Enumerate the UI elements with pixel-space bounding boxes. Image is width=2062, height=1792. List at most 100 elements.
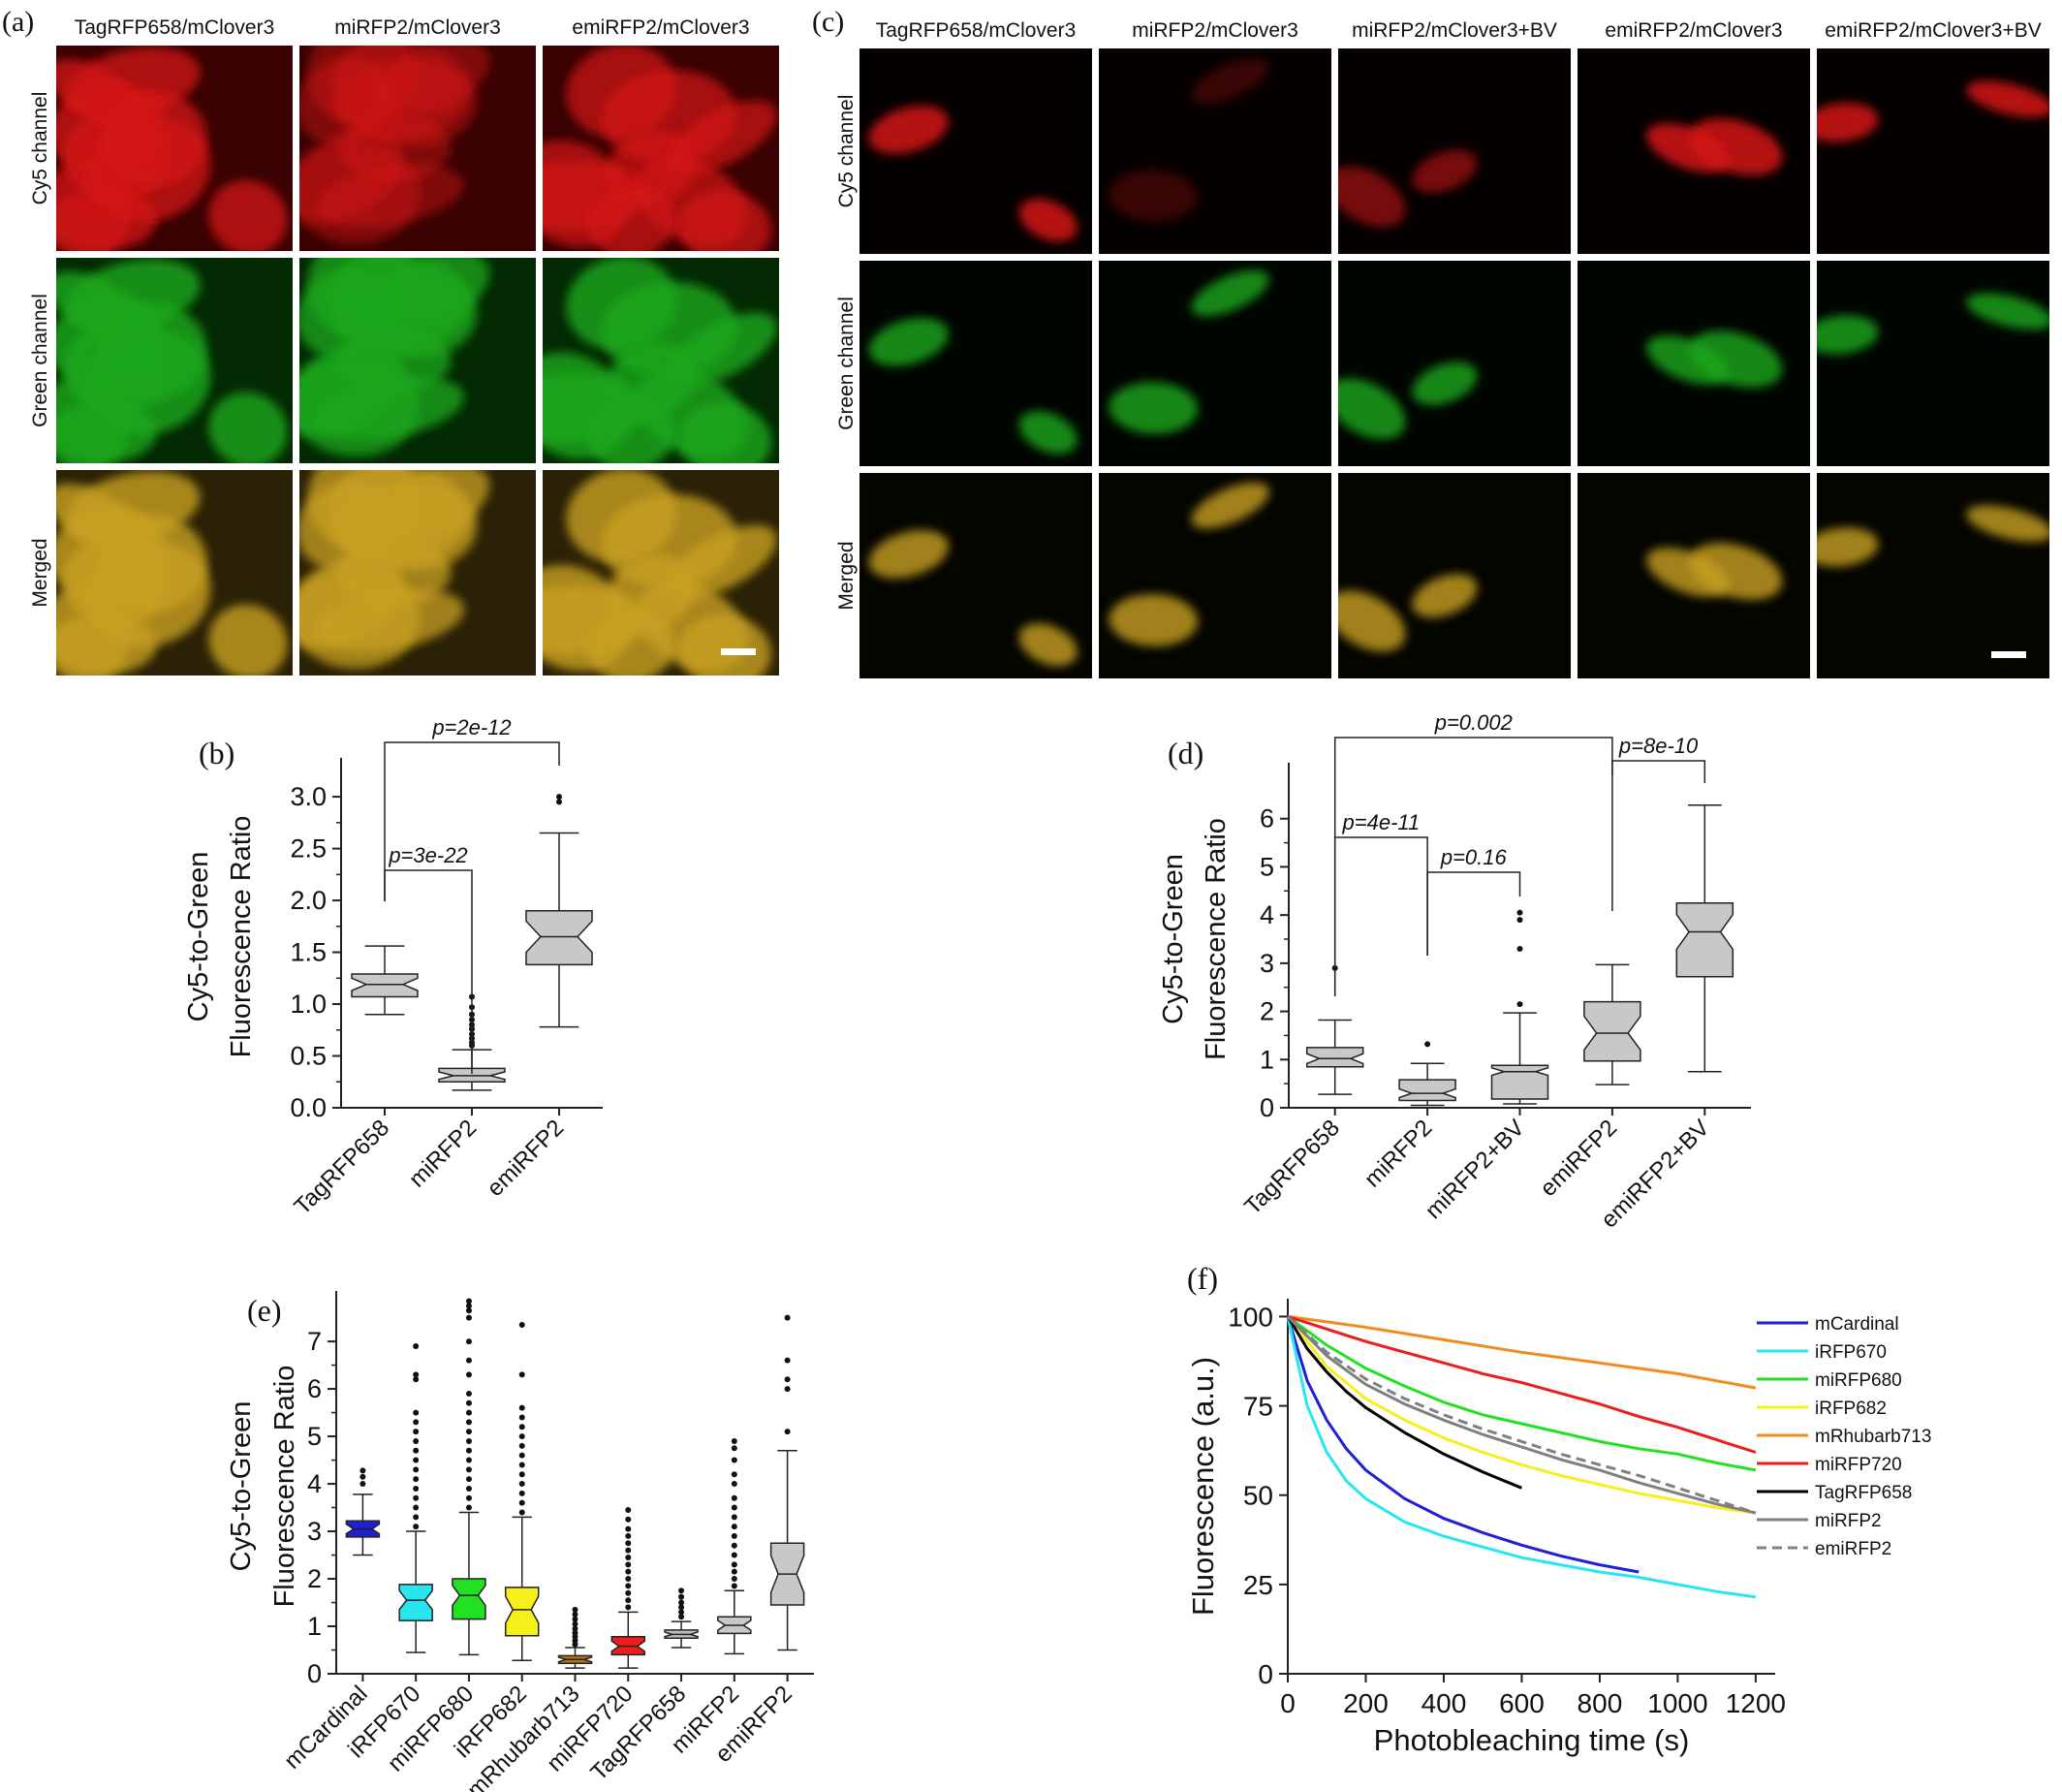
- cells: [868, 106, 1078, 242]
- cell-blob: [1646, 335, 1730, 385]
- outlier: [1516, 909, 1523, 916]
- outlier: [465, 1457, 472, 1463]
- outlier: [731, 1568, 737, 1575]
- cells: [1817, 80, 2049, 142]
- outlier: [731, 1542, 737, 1549]
- y-tick-label: 0: [1258, 1659, 1273, 1689]
- outlier: [556, 799, 562, 805]
- p-value-label: p=0.002: [1434, 710, 1513, 735]
- micrograph-tile: [1099, 261, 1331, 466]
- outlier: [625, 1554, 632, 1560]
- y-tick-label: 6: [307, 1374, 322, 1403]
- cells: [1338, 149, 1478, 228]
- cells: [1817, 505, 2049, 567]
- y-tick-label: 1.0: [290, 990, 327, 1019]
- x-tick-label: miRFP2: [404, 1115, 482, 1192]
- cell-blob: [1412, 574, 1478, 618]
- outlier: [518, 1424, 525, 1430]
- outlier: [465, 1494, 472, 1501]
- box: [1490, 1064, 1549, 1100]
- y-tick-label: 2.5: [290, 834, 327, 864]
- panel-c-micrographs: (c) TagRFP658/mClover3 miRFP2/mClover3 miRF…: [812, 6, 2049, 678]
- outlier: [465, 1303, 472, 1309]
- outlier: [731, 1552, 737, 1558]
- cell-blob: [1412, 149, 1478, 194]
- y-tick-label: 3.0: [290, 782, 327, 811]
- significance-bracket: p=3e-22: [384, 843, 473, 1074]
- cells: [1646, 543, 1783, 600]
- series-line-miRFP680: [1287, 1315, 1757, 1472]
- series-line-TagRFP658: [1286, 1315, 1522, 1490]
- outlier: [731, 1457, 737, 1463]
- outlier: [465, 1466, 472, 1473]
- y-axis-title: Fluorescence (a.u.): [1186, 1357, 1220, 1616]
- outlier: [465, 1437, 472, 1444]
- box-TagRFP658: [664, 1588, 699, 1649]
- cell-blob: [208, 392, 288, 463]
- cell-blob: [667, 100, 777, 174]
- box: [504, 1587, 540, 1637]
- y-tick-label: 0: [1260, 1093, 1274, 1122]
- cell-blob: [299, 268, 393, 359]
- outlier: [465, 1476, 472, 1483]
- cell-blob: [586, 611, 676, 676]
- cells: [1109, 269, 1270, 434]
- p-value-label: p=3e-22: [388, 843, 467, 867]
- cells: [1646, 330, 1783, 388]
- micrograph-tile: [859, 473, 1092, 678]
- cells: [1338, 574, 1478, 652]
- tile-background: [1817, 48, 2049, 254]
- cells: [1109, 57, 1270, 222]
- micrograph-tile: [56, 470, 293, 676]
- significance-bracket: p=0.002: [1333, 710, 1613, 996]
- x-tick-label: miRFP2+BV: [1421, 1115, 1530, 1224]
- y-tick-label: 1.5: [290, 938, 327, 967]
- legend-label: iRFP682: [1815, 1399, 1887, 1419]
- tile-background: [1817, 473, 2049, 678]
- micrograph-tile: [543, 470, 779, 676]
- box: [1398, 1079, 1456, 1102]
- outlier: [413, 1342, 420, 1349]
- x-tick-label: 800: [1578, 1688, 1623, 1718]
- cell-blob: [868, 530, 950, 579]
- outlier: [625, 1583, 632, 1589]
- cell-blob: [667, 312, 777, 387]
- outlier: [625, 1532, 632, 1539]
- cell-blob: [868, 106, 950, 154]
- micrograph-tile: [1099, 48, 1331, 254]
- outlier: [413, 1419, 420, 1426]
- micrograph-tile: [1817, 48, 2049, 254]
- y-tick-label: 2.0: [290, 886, 327, 915]
- cell-blob: [678, 190, 772, 251]
- x-tick-label: 1200: [1726, 1688, 1786, 1718]
- outlier: [518, 1321, 525, 1328]
- outlier: [413, 1504, 420, 1511]
- scale-bar: [721, 648, 756, 655]
- cells: [56, 471, 288, 676]
- outlier: [1516, 945, 1523, 952]
- outlier: [465, 1357, 472, 1364]
- outlier: [678, 1604, 685, 1611]
- y-tick-label: 5: [1260, 852, 1274, 881]
- outlier: [731, 1514, 737, 1521]
- cell-blob: [1109, 594, 1199, 646]
- cells: [299, 470, 490, 670]
- significance-bracket: p=0.16: [1426, 845, 1521, 956]
- column-label: miRFP2/mClover3+BV: [1352, 19, 1557, 42]
- outlier: [413, 1476, 420, 1483]
- outlier: [465, 1338, 472, 1345]
- legend-label: emiRFP2: [1815, 1539, 1891, 1559]
- panel-tag: (c): [812, 6, 844, 38]
- box: [1675, 901, 1734, 978]
- cell-blob: [1191, 269, 1270, 317]
- box-emiRFP2: [1583, 963, 1641, 1085]
- legend-label: miRFP680: [1815, 1370, 1902, 1391]
- outlier: [465, 1409, 472, 1416]
- outlier: [465, 1429, 472, 1435]
- cell-blob: [1817, 103, 1879, 142]
- outlier: [572, 1620, 578, 1627]
- x-axis-title: Photobleaching time (s): [1374, 1723, 1690, 1757]
- column-label: miRFP2/mClover3: [334, 16, 501, 39]
- row-label: Green channel: [29, 294, 51, 427]
- series-line-mCardinal: [1286, 1315, 1640, 1574]
